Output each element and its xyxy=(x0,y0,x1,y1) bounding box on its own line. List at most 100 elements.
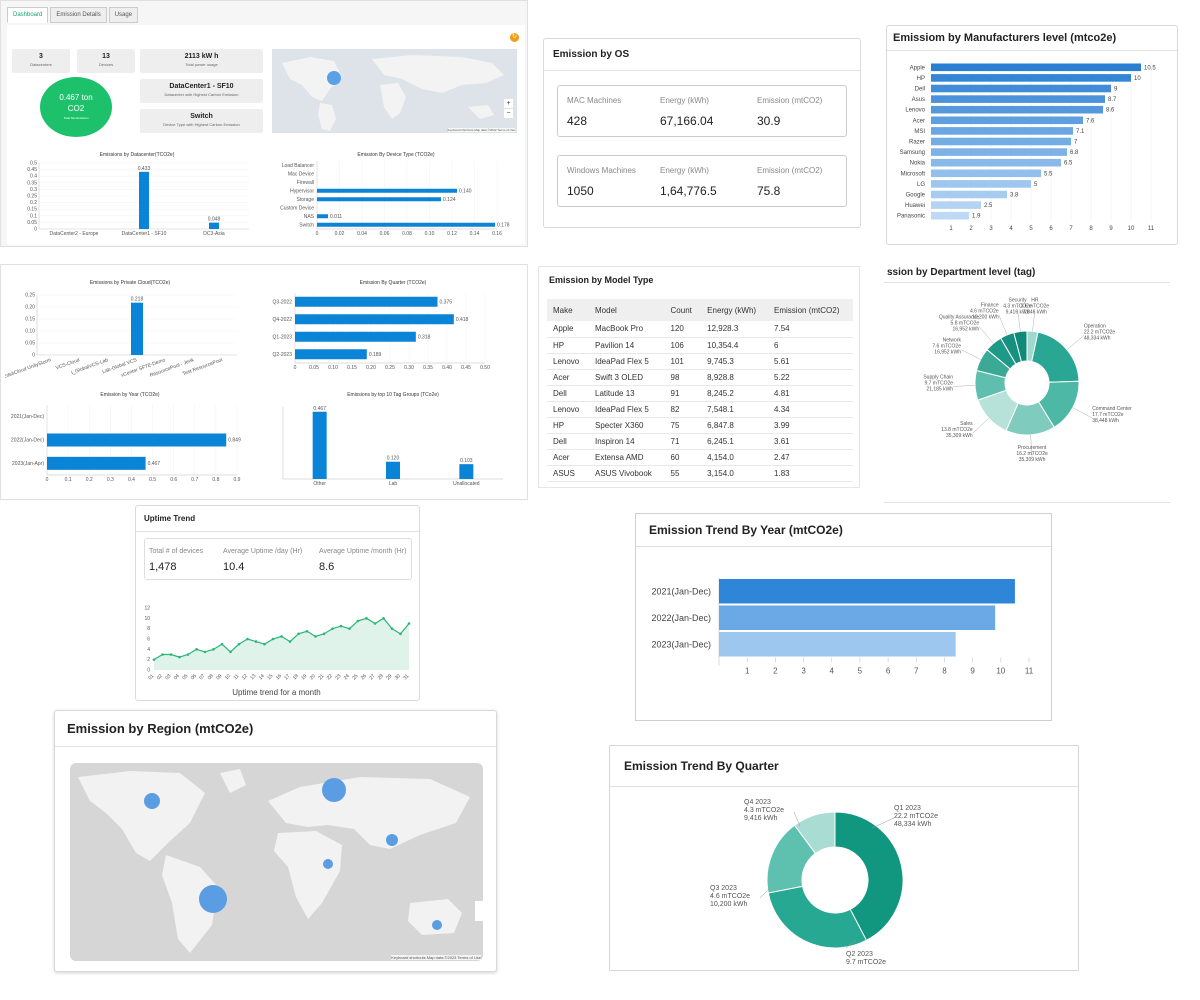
data-point[interactable] xyxy=(178,655,181,659)
bar[interactable] xyxy=(931,127,1073,135)
bar[interactable] xyxy=(295,349,367,360)
data-point[interactable] xyxy=(373,622,377,625)
bar[interactable] xyxy=(317,197,441,202)
data-point[interactable] xyxy=(331,627,334,630)
bar[interactable] xyxy=(931,169,1041,178)
data-point[interactable] xyxy=(186,653,190,656)
table-header-cell[interactable]: Energy (kWh) xyxy=(701,299,769,321)
bar[interactable] xyxy=(931,84,1111,93)
bar[interactable] xyxy=(459,464,474,479)
data-point[interactable] xyxy=(152,658,156,661)
data-point[interactable] xyxy=(229,650,232,654)
bar[interactable] xyxy=(719,632,956,657)
data-point[interactable] xyxy=(390,627,394,630)
bar[interactable] xyxy=(131,302,143,355)
table-row[interactable]: ASUS ASUS Vivobook 55 3,154.0 1.83 xyxy=(547,465,853,482)
data-point[interactable] xyxy=(161,653,164,656)
table-row[interactable]: Acer Swift 3 OLED 98 8,928.8 5.22 xyxy=(547,369,853,386)
bar[interactable] xyxy=(931,190,1007,199)
datacenter-map[interactable]: + − Keyboard shortcuts Map data ©2022 Te… xyxy=(272,49,517,133)
bar[interactable] xyxy=(931,95,1105,103)
table-row[interactable]: Apple MacBook Pro 120 12,928.3 7.54 xyxy=(547,321,853,338)
bar[interactable] xyxy=(931,116,1083,125)
data-point[interactable] xyxy=(407,622,411,625)
table-row[interactable]: Acer Extensa AMD 60 4,154.0 2.47 xyxy=(547,449,853,466)
region-marker[interactable] xyxy=(322,778,346,802)
bar[interactable] xyxy=(931,137,1071,146)
data-point[interactable] xyxy=(263,642,266,646)
bar[interactable] xyxy=(295,331,416,342)
tab-usage[interactable]: Usage xyxy=(108,7,139,23)
bar[interactable] xyxy=(931,148,1067,156)
bar[interactable] xyxy=(317,214,328,219)
data-point[interactable] xyxy=(356,619,360,623)
refresh-icon[interactable]: ↻ xyxy=(510,33,519,42)
data-point[interactable] xyxy=(339,624,343,628)
region-map[interactable]: Keyboard shortcuts Map data ©2023 Terms … xyxy=(70,763,483,961)
table-header-cell[interactable]: Make xyxy=(547,299,589,321)
table-row[interactable]: HP Specter X360 75 6,847.8 3.99 xyxy=(547,417,853,434)
data-point[interactable] xyxy=(288,640,292,643)
bar[interactable] xyxy=(47,456,146,470)
bar[interactable] xyxy=(295,296,438,307)
data-point[interactable] xyxy=(399,632,402,636)
bar[interactable] xyxy=(317,222,495,227)
bar[interactable] xyxy=(312,411,327,479)
data-point[interactable] xyxy=(314,635,317,638)
data-point[interactable] xyxy=(220,642,224,646)
table-row[interactable]: Dell Inspiron 14 71 6,245.1 3.61 xyxy=(547,433,853,450)
donut-segment[interactable] xyxy=(834,811,904,942)
data-point[interactable] xyxy=(280,635,283,638)
bar[interactable] xyxy=(209,222,219,229)
map-control[interactable] xyxy=(475,901,483,921)
donut-segment[interactable] xyxy=(1031,331,1080,383)
region-marker[interactable] xyxy=(432,920,442,930)
donut-segment[interactable] xyxy=(1013,330,1028,363)
bar[interactable] xyxy=(295,314,454,325)
data-point[interactable] xyxy=(203,650,207,654)
donut-segment[interactable] xyxy=(793,811,836,855)
map-zoom-out[interactable]: − xyxy=(504,109,513,118)
table-header-cell[interactable]: Model xyxy=(589,299,665,321)
data-point[interactable] xyxy=(348,627,351,630)
bar[interactable] xyxy=(931,105,1103,114)
region-marker[interactable] xyxy=(199,885,227,913)
data-point[interactable] xyxy=(322,632,326,636)
table-row[interactable]: HP Pavilion 14 106 10,354.4 6 xyxy=(547,337,853,354)
bar[interactable] xyxy=(47,433,227,447)
data-point[interactable] xyxy=(254,640,258,643)
data-point[interactable] xyxy=(195,648,198,651)
map-marker[interactable] xyxy=(327,71,341,85)
bar[interactable] xyxy=(931,74,1131,82)
bar[interactable] xyxy=(931,63,1141,72)
tab-emission-details[interactable]: Emission Details xyxy=(50,7,107,23)
bar[interactable] xyxy=(931,211,969,220)
region-marker[interactable] xyxy=(386,834,398,846)
data-point[interactable] xyxy=(212,648,215,651)
bar[interactable] xyxy=(931,180,1031,188)
table-row[interactable]: Lenovo IdeaPad Flex 5 82 7,548.1 4.34 xyxy=(547,401,853,418)
data-point[interactable] xyxy=(169,653,173,656)
bar[interactable] xyxy=(317,188,457,193)
data-point[interactable] xyxy=(297,632,300,636)
data-point[interactable] xyxy=(305,629,309,633)
data-point[interactable] xyxy=(237,642,241,646)
data-point[interactable] xyxy=(246,637,249,641)
region-marker[interactable] xyxy=(323,859,333,869)
donut-segment[interactable] xyxy=(767,885,868,949)
region-marker[interactable] xyxy=(144,793,160,809)
bar[interactable] xyxy=(139,171,149,229)
table-row[interactable]: Dell Latitude 13 91 8,245.2 4.81 xyxy=(547,385,853,402)
bar[interactable] xyxy=(719,579,1015,604)
bar[interactable] xyxy=(931,158,1061,167)
data-point[interactable] xyxy=(365,617,368,620)
table-header-cell[interactable]: Count xyxy=(664,299,702,321)
bar[interactable] xyxy=(386,461,400,479)
table-header-cell[interactable]: Emission (mtCO2) xyxy=(768,299,853,321)
bar[interactable] xyxy=(719,605,996,631)
data-point[interactable] xyxy=(271,637,275,641)
map-zoom-in[interactable]: + xyxy=(504,99,513,108)
table-row[interactable]: Lenovo IdeaPad Flex 5 101 9,745.3 5.61 xyxy=(547,353,853,370)
tab-dashboard[interactable]: Dashboard xyxy=(7,7,49,23)
data-point[interactable] xyxy=(382,617,385,620)
